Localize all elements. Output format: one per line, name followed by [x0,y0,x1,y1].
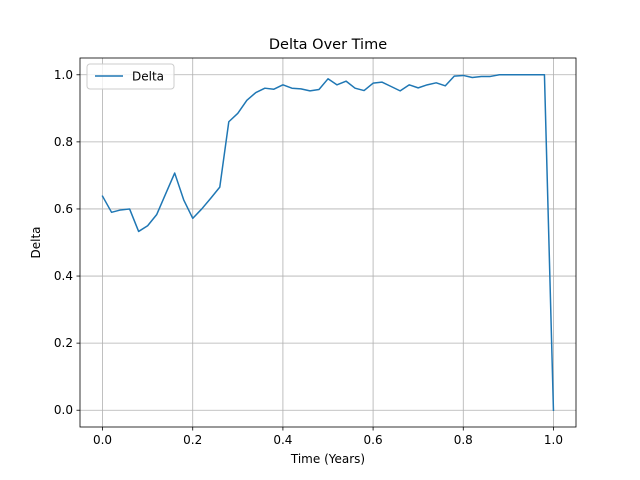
series-layer [101,74,555,411]
x-tick-label: 0.2 [183,433,202,447]
y-tick-label: 0.2 [54,336,73,350]
x-axis-label: Time (Years) [290,452,365,466]
y-tick-label: 0.0 [54,403,73,417]
x-tick-label: 0.8 [454,433,473,447]
y-tick-label: 0.8 [54,135,73,149]
y-tick-label: 1.0 [54,68,73,82]
x-tick-label: 1.0 [544,433,563,447]
legend-box [86,63,175,90]
grid-lines [80,58,576,427]
x-tick-label: 0.0 [93,433,112,447]
x-tick-label: 0.6 [364,433,383,447]
plot-area-frame [79,57,577,428]
series-line-delta [101,74,555,411]
x-tick-label: 0.4 [273,433,292,447]
chart-title: Delta Over Time [269,37,387,53]
y-tick-label: 0.6 [54,202,73,216]
axis-ticks: 0.0 0.2 0.4 0.6 0.8 1.0 0.0 0.2 0.4 0.6 0.8 1.0 [54,68,563,447]
legend: Delta [86,63,175,90]
y-axis-label: Delta [29,226,43,258]
y-tick-label: 0.4 [54,269,73,283]
legend-label-delta: Delta [132,70,164,84]
